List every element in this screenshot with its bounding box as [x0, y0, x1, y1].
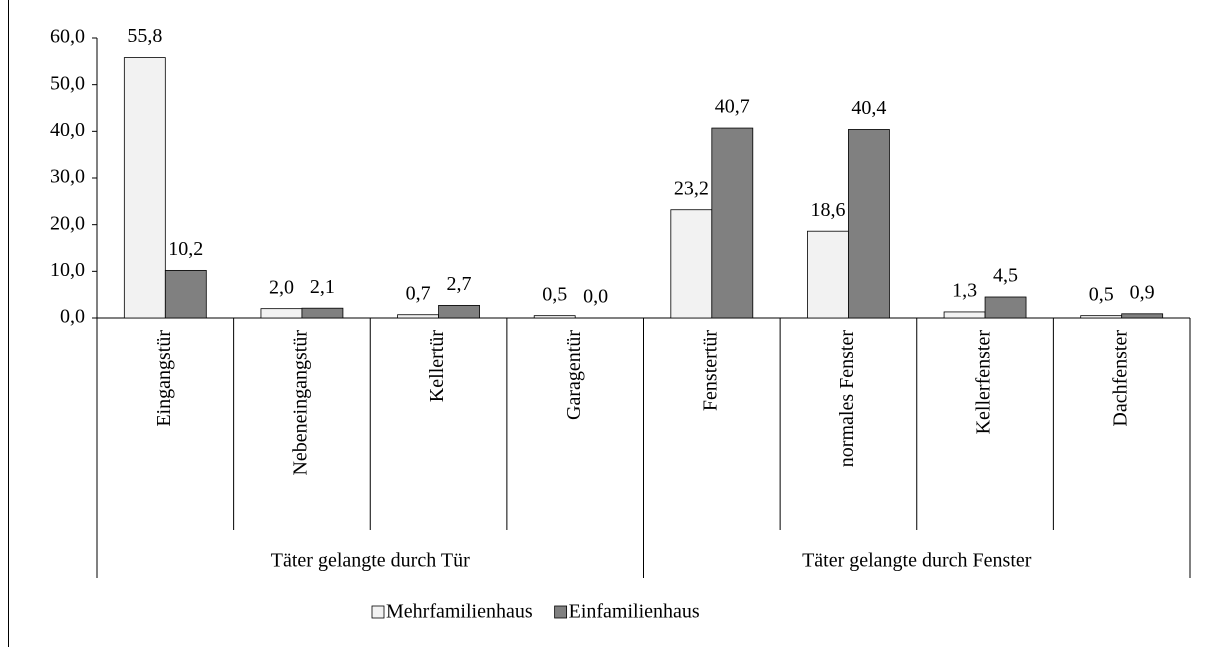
- value-label: 0,5: [1089, 283, 1114, 305]
- bar: [984, 296, 1027, 319]
- value-label: 2,1: [310, 276, 335, 298]
- value-label: 18,6: [810, 199, 845, 221]
- value-label: 4,5: [993, 265, 1018, 287]
- bar: [260, 308, 303, 319]
- bar: [301, 307, 344, 319]
- x-tick-label: Nebeneingangstür: [290, 330, 312, 476]
- bar: [1080, 315, 1123, 319]
- bar: [848, 129, 890, 319]
- x-tick-label: normales Fenster: [836, 330, 858, 468]
- x-tick-label: Garagentür: [563, 330, 585, 420]
- frame: [8, 0, 9, 647]
- y-tick-label: 0,0: [60, 306, 85, 328]
- y-tick-label: 20,0: [50, 212, 85, 234]
- bar: [164, 269, 207, 319]
- y-tick-label: 40,0: [50, 119, 85, 141]
- legend-swatch: [554, 605, 568, 619]
- y-tick-label: 60,0: [50, 26, 85, 48]
- value-label: 23,2: [674, 177, 709, 199]
- value-label: 1,3: [952, 280, 977, 302]
- bar: [711, 127, 754, 319]
- x-tick-label: Dachfenster: [1109, 330, 1131, 427]
- bar: [123, 57, 166, 319]
- group-label: Täter gelangte durch Fenster: [802, 550, 1032, 572]
- legend-swatch: [371, 605, 385, 619]
- y-tick-label: 10,0: [50, 259, 85, 281]
- y-tick-label: 30,0: [50, 166, 85, 188]
- legend-label: Mehrfamilienhaus: [386, 601, 533, 623]
- group-label: Täter gelangte durch Tür: [271, 550, 470, 572]
- value-label: 0,5: [542, 283, 567, 305]
- bar: [438, 304, 480, 319]
- x-tick-label: Fenstertür: [699, 330, 721, 411]
- bar: [807, 230, 849, 319]
- value-label: 0,9: [1130, 281, 1155, 303]
- value-label: 2,7: [447, 273, 472, 295]
- value-label: 40,4: [851, 97, 886, 119]
- bar: [397, 314, 439, 319]
- y-tick-label: 50,0: [50, 72, 85, 94]
- value-label: 10,2: [168, 238, 203, 260]
- value-label: 2,0: [269, 276, 294, 298]
- x-tick-label: Kellertür: [426, 330, 448, 403]
- value-label: 40,7: [715, 96, 750, 118]
- x-tick-label: Eingangstür: [153, 330, 175, 427]
- value-label: 0,0: [583, 286, 608, 308]
- bar: [1121, 313, 1164, 319]
- legend-label: Einfamilienhaus: [569, 601, 700, 623]
- value-label: 55,8: [127, 25, 162, 47]
- bar: [943, 311, 986, 319]
- value-label: 0,7: [406, 282, 431, 304]
- bar: [533, 315, 576, 319]
- x-tick-label: Kellerfenster: [973, 330, 995, 435]
- bar: [670, 209, 713, 319]
